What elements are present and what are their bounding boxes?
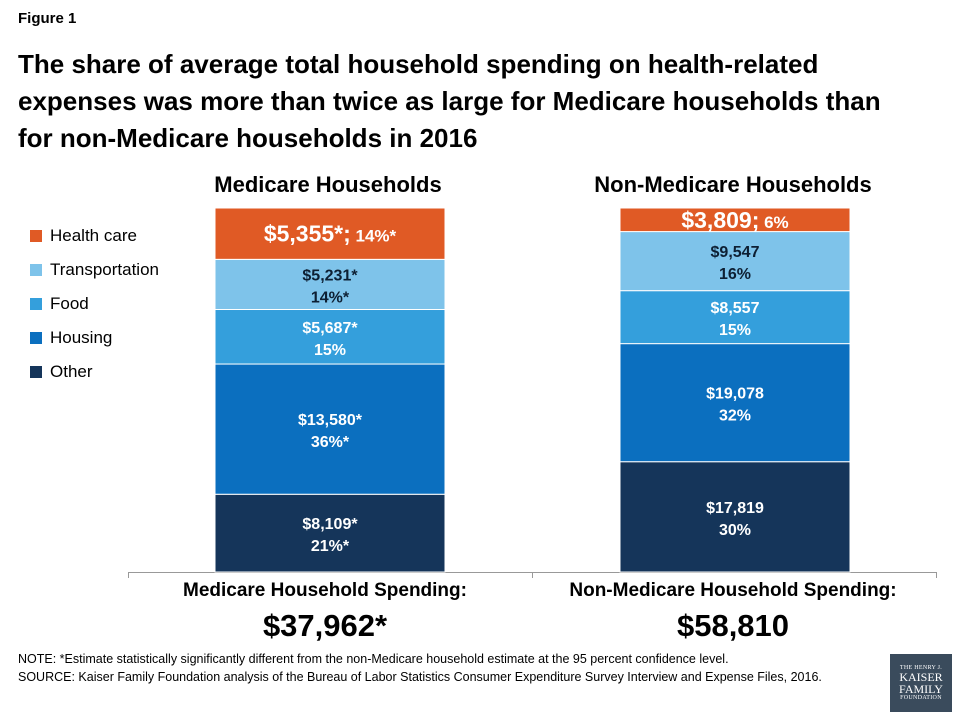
data-label-food-medicare: $5,687* bbox=[302, 320, 358, 337]
figure-label: Figure 1 bbox=[18, 10, 77, 27]
legend-swatch-food bbox=[30, 298, 42, 310]
legend-swatch-transportation bbox=[30, 264, 42, 276]
bar-segment-food-non-medicare bbox=[619, 290, 851, 345]
share-label-housing-non-medicare: 32% bbox=[719, 408, 751, 425]
legend-label-health-care: Health care bbox=[50, 226, 137, 245]
share-label-other-medicare: 21%* bbox=[311, 538, 350, 555]
legend-item-housing: Housing bbox=[30, 321, 159, 355]
non-medicare-total-label: Non-Medicare Household Spending: bbox=[569, 580, 897, 601]
share-label-food-non-medicare: 15% bbox=[719, 322, 751, 339]
bar-segment-other-non-medicare bbox=[619, 461, 851, 573]
legend-item-food: Food bbox=[30, 287, 159, 321]
medicare-households-heading: Medicare Households bbox=[214, 172, 442, 197]
data-label-food-non-medicare: $8,557 bbox=[711, 300, 760, 317]
bar-segment-transportation-non-medicare bbox=[619, 231, 851, 292]
legend-swatch-health-care bbox=[30, 230, 42, 242]
legend-label-housing: Housing bbox=[50, 328, 113, 347]
non-medicare-total-value: $58,810 bbox=[676, 608, 790, 643]
legend-swatch-other bbox=[30, 366, 42, 378]
share-label-food-medicare: 15% bbox=[314, 342, 346, 359]
logo-line-4: FOUNDATION bbox=[900, 695, 942, 701]
logo-line-1: THE HENRY J. bbox=[899, 665, 943, 671]
chart-title: The share of average total household spe… bbox=[18, 49, 881, 153]
bar-segment-housing-non-medicare bbox=[619, 343, 851, 463]
legend-swatch-housing bbox=[30, 332, 42, 344]
legend-item-transportation: Transportation bbox=[30, 253, 159, 287]
data-label-housing-non-medicare: $19,078 bbox=[706, 386, 764, 403]
data-label-health-care-medicare: $5,355*; 14%* bbox=[264, 221, 397, 247]
source-text: SOURCE: Kaiser Family Foundation analysi… bbox=[18, 670, 822, 684]
data-label-transportation-medicare: $5,231* bbox=[302, 267, 358, 284]
share-label-transportation-non-medicare: 16% bbox=[719, 266, 751, 283]
legend-label-other: Other bbox=[50, 362, 93, 381]
bar-segment-food-medicare bbox=[214, 309, 446, 365]
bar-segment-other-medicare bbox=[214, 493, 446, 573]
medicare-total-label: Medicare Household Spending: bbox=[183, 580, 467, 601]
data-label-housing-medicare: $13,580* bbox=[298, 412, 363, 429]
legend-label-food: Food bbox=[50, 294, 89, 313]
data-label-other-non-medicare: $17,819 bbox=[706, 500, 764, 517]
legend-label-transportation: Transportation bbox=[50, 260, 159, 279]
share-label-transportation-medicare: 14%* bbox=[311, 289, 350, 306]
data-label-other-medicare: $8,109* bbox=[302, 516, 358, 533]
non-medicare-households-heading: Non-Medicare Households bbox=[594, 172, 872, 197]
logo-line-3: FAMILY bbox=[899, 682, 943, 696]
medicare-total-value: $37,962* bbox=[262, 608, 388, 643]
legend: Health care Transportation Food Housing … bbox=[30, 219, 159, 389]
data-label-transportation-non-medicare: $9,547 bbox=[711, 244, 760, 261]
legend-item-health-care: Health care bbox=[30, 219, 159, 253]
share-label-other-non-medicare: 30% bbox=[719, 522, 751, 539]
kff-logo: THE HENRY J. KAISER FAMILY FOUNDATION bbox=[890, 654, 952, 712]
legend-item-other: Other bbox=[30, 355, 159, 389]
logo-line-2: KAISER bbox=[899, 670, 943, 684]
bar-segment-health-care-medicare bbox=[214, 207, 446, 260]
share-label-housing-medicare: 36%* bbox=[311, 434, 350, 451]
bar-segment-housing-medicare bbox=[214, 363, 446, 495]
note-text: NOTE: *Estimate statistically significan… bbox=[18, 652, 729, 666]
data-label-health-care-non-medicare: $3,809; 6% bbox=[681, 207, 788, 233]
bar-segment-health-care-non-medicare bbox=[619, 207, 851, 233]
footnotes: NOTE: *Estimate statistically significan… bbox=[18, 650, 863, 686]
